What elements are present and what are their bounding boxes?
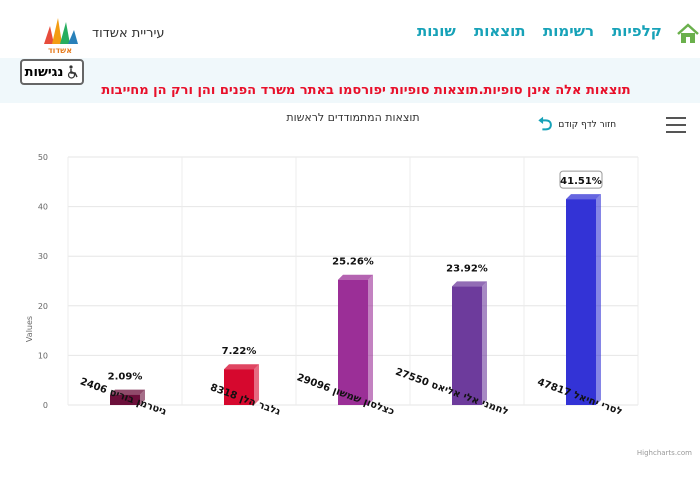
menu-icon[interactable]	[666, 117, 686, 133]
nav-lists[interactable]: רשימות	[543, 22, 595, 40]
logo-text: אשדוד	[48, 46, 72, 55]
bar-side	[140, 389, 145, 405]
bar	[338, 279, 368, 405]
data-label: 23.92%	[446, 263, 488, 274]
back-label: חזור לדף קודם	[558, 120, 617, 130]
bar-side	[596, 194, 601, 405]
accessibility-button[interactable]: נגישות	[20, 59, 84, 85]
y-tick-label: 0	[43, 401, 48, 410]
bar-top	[452, 281, 487, 287]
city-name: עיריית אשדוד	[92, 26, 165, 41]
y-axis-label: Values	[25, 316, 34, 342]
results-notice: תוצאות אלה אינן סופיות.תוצאות סופיות יפו…	[101, 83, 631, 98]
credit-text: Highcharts.com	[637, 449, 692, 457]
y-tick-label: 40	[38, 203, 48, 212]
bar-top	[110, 389, 145, 395]
top-bar: קלפיות רשימות תוצאות שונות עיריית אשדוד …	[0, 0, 700, 59]
ashdod-logo[interactable]: אשדוד	[40, 14, 80, 58]
nav-results[interactable]: תוצאות	[474, 22, 526, 40]
accessibility-label: נגישות	[24, 64, 64, 80]
bar	[566, 199, 596, 405]
data-label: 7.22%	[222, 346, 257, 357]
bar	[452, 286, 482, 405]
bar-side	[368, 274, 373, 405]
y-tick-label: 10	[38, 351, 48, 360]
nav-misc[interactable]: שונות	[417, 22, 456, 40]
chart-title: תוצאות המתמודדים לראשות	[286, 111, 419, 124]
nav-ballots[interactable]: קלפיות	[612, 22, 662, 40]
home-icon[interactable]	[676, 22, 700, 46]
data-label: 41.51%	[560, 176, 602, 187]
bar-top	[224, 364, 259, 370]
data-label: 25.26%	[332, 257, 374, 268]
bar	[224, 369, 254, 405]
notice-band	[0, 58, 700, 108]
bar-side	[482, 281, 487, 405]
bar	[110, 394, 140, 405]
y-tick-label: 30	[38, 252, 48, 261]
data-label-box	[559, 170, 603, 189]
back-link[interactable]: חזור לדף קודם ⮌	[538, 114, 617, 135]
data-label: 2.09%	[108, 372, 143, 383]
wheelchair-icon	[68, 65, 78, 79]
x-tick-label: לחמני אלי אליאס 27550	[394, 367, 510, 418]
y-tick-label: 20	[38, 302, 48, 311]
back-arrow-icon: ⮌	[538, 114, 553, 135]
bar-side	[254, 364, 259, 405]
bar-top	[338, 274, 373, 280]
bar-chart: תוצאות המתמודדים לראשות Values 0 10 20 30 40…	[25, 111, 692, 457]
bar-top	[566, 194, 601, 200]
y-tick-label: 50	[38, 153, 48, 162]
